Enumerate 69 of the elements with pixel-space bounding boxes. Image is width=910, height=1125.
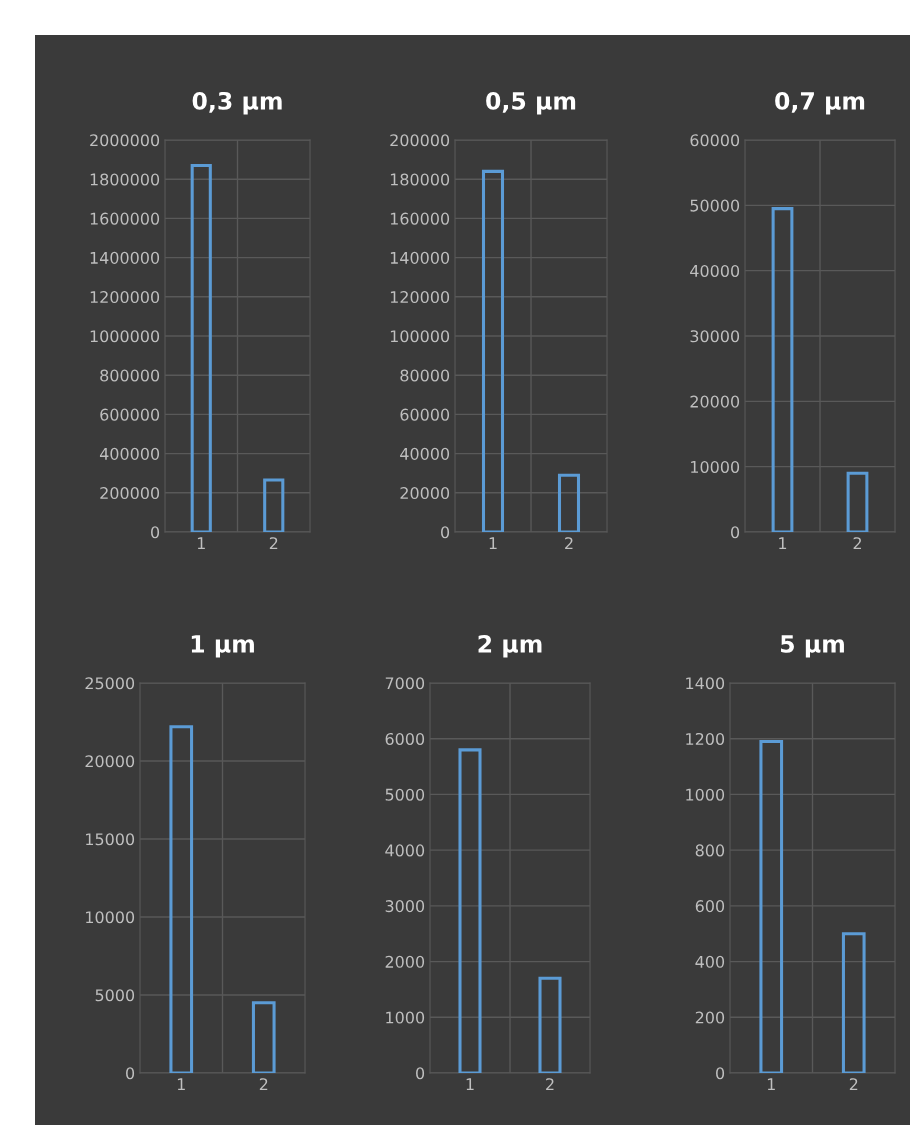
y-tick-label: 1600000 [90,212,160,225]
x-tick-label: 1 [767,1078,775,1090]
y-tick-label: 1200 [686,732,725,746]
x-tick-label: 1 [779,537,787,549]
y-tick-label: 800 [695,844,725,857]
y-tick-label: 0 [441,526,450,539]
y-tick-label: 180000 [390,173,450,186]
x-tick-label: 1 [197,537,205,549]
x-tick-label: 2 [546,1078,554,1090]
y-tick-label: 1000000 [90,330,160,343]
y-tick-label: 100000 [390,330,450,343]
y-tick-label: 10000 [691,460,740,473]
y-tick-label: 0 [731,526,740,539]
x-tick-label: 1 [177,1078,185,1090]
x-tick-label: 2 [259,1078,268,1090]
x-tick-label: 2 [849,1078,858,1090]
y-tick-label: 80000 [400,369,450,382]
x-tick-label: 2 [853,537,861,549]
y-tick-label: 60000 [400,408,450,421]
y-tick-label: 600000 [100,408,160,421]
y-tick-label: 160000 [390,212,450,225]
y-tick-label: 0 [126,1067,135,1080]
y-tick-label: 2000000 [90,134,160,147]
y-tick-label: 140000 [390,251,450,264]
y-tick-label: 200 [695,1011,725,1024]
y-tick-label: 20000 [690,395,740,408]
y-tick-label: 60000 [690,134,740,147]
y-tick-label: 1400000 [90,251,160,264]
x-tick-label: 2 [565,537,573,549]
y-tick-label: 6000 [385,732,425,746]
y-tick-label: 1000 [686,788,725,801]
x-tick-label: 1 [466,1078,474,1090]
chart-title: 0,7 µm [775,91,865,115]
y-tick-label: 1000 [386,1011,425,1024]
chart-title: 0,3 µm [192,91,282,115]
chart-title: 2 µm [478,634,542,658]
y-tick-label: 15000 [86,833,135,846]
y-tick-label: 1200000 [90,291,160,304]
y-tick-label: 20000 [400,487,450,500]
y-tick-label: 1800000 [90,173,160,186]
y-tick-label: 40000 [400,447,450,460]
chart-title: 5 µm [781,635,844,658]
y-tick-label: 3000 [385,900,425,913]
y-tick-label: 5000 [95,989,135,1002]
y-tick-label: 4000 [385,844,425,857]
y-tick-label: 20000 [85,755,135,768]
y-tick-label: 0 [151,526,160,539]
x-tick-label: 2 [269,537,278,549]
y-tick-label: 40000 [690,264,740,277]
x-tick-label: 1 [489,537,497,549]
y-tick-label: 200000 [100,487,160,500]
chart-title: 0,5 µm [486,91,576,115]
y-tick-label: 2000 [385,955,425,968]
y-tick-label: 200000 [390,134,450,147]
y-tick-label: 30000 [690,330,740,343]
y-tick-label: 600 [695,900,725,913]
y-tick-label: 5000 [385,788,425,801]
y-tick-label: 25000 [85,677,135,690]
y-tick-label: 7000 [385,677,425,690]
y-tick-label: 120000 [390,291,450,304]
y-tick-label: 10000 [86,911,135,924]
y-tick-label: 1400 [686,677,725,690]
y-tick-label: 0 [716,1067,725,1080]
y-tick-label: 0 [416,1067,425,1080]
y-tick-label: 400000 [99,447,160,460]
y-tick-label: 800000 [100,369,160,382]
chart-title: 1 µm [191,635,254,658]
y-tick-label: 50000 [690,199,740,212]
y-tick-label: 400 [695,955,725,968]
